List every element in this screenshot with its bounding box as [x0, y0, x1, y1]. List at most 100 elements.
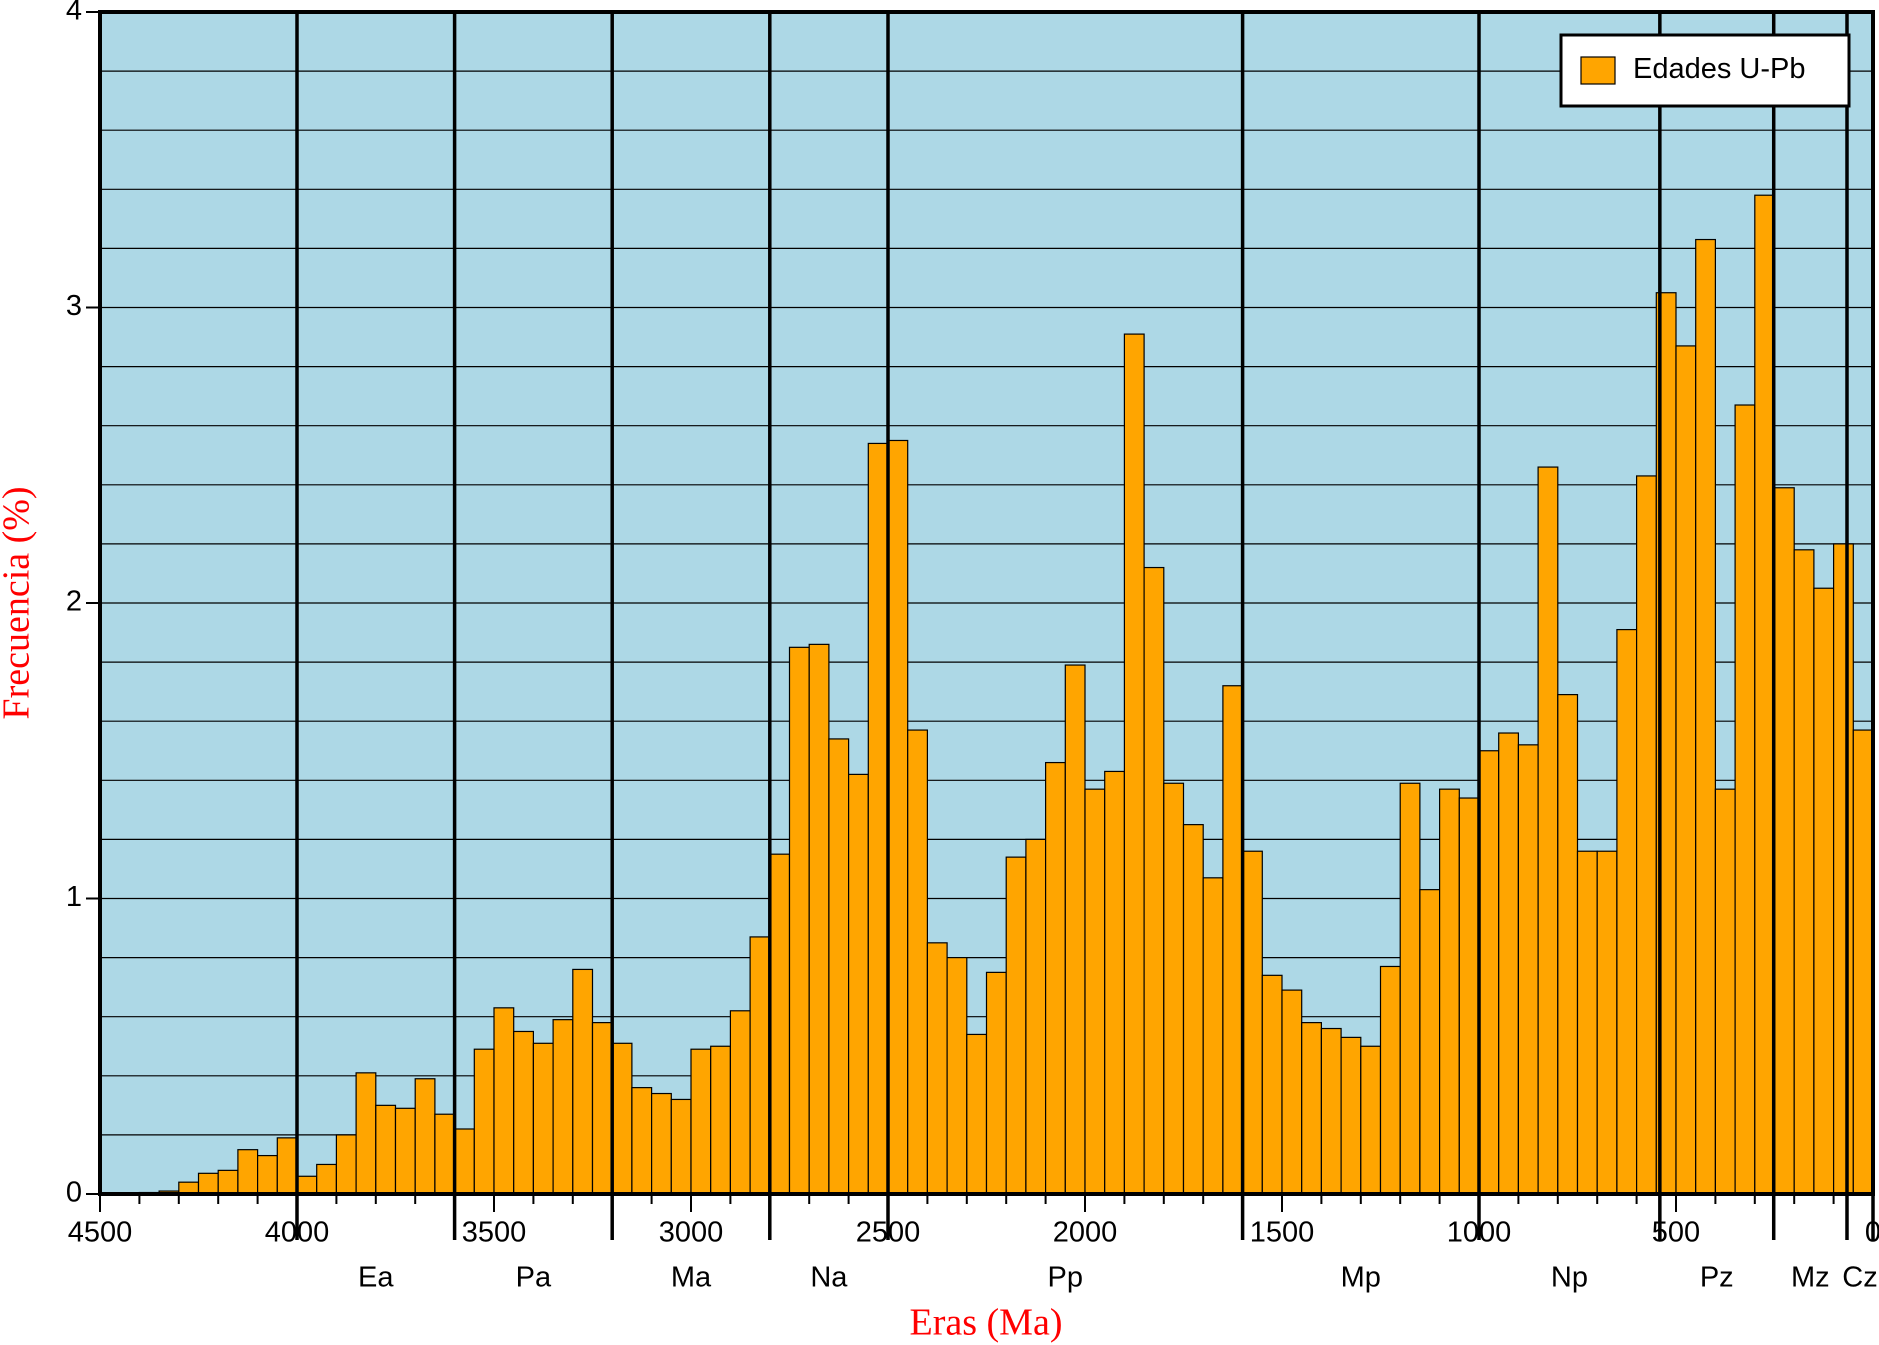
- bar: [1379, 965, 1401, 1195]
- bar: [1458, 797, 1480, 1195]
- bar: [1104, 770, 1125, 1195]
- bar: [867, 442, 889, 1195]
- bar: [257, 1154, 278, 1195]
- bar: [1084, 788, 1106, 1195]
- legend-swatch: [1580, 56, 1616, 85]
- bar: [1754, 194, 1776, 1195]
- bar: [1202, 877, 1224, 1195]
- bar: [985, 971, 1007, 1195]
- y-tick-label: 2: [66, 586, 82, 618]
- y-tick-label: 0: [66, 1177, 82, 1209]
- bar: [572, 968, 594, 1195]
- era-label: Cz: [1842, 1262, 1877, 1294]
- bar: [1498, 732, 1519, 1195]
- bar: [611, 1042, 633, 1195]
- bar: [769, 853, 791, 1195]
- bar: [454, 1128, 475, 1195]
- bar: [1182, 824, 1204, 1195]
- bar: [434, 1113, 456, 1195]
- era-label: Pz: [1700, 1262, 1734, 1294]
- bar: [1616, 628, 1638, 1195]
- bar: [493, 1007, 515, 1195]
- bar: [1675, 345, 1697, 1195]
- bar: [1537, 466, 1559, 1195]
- bar: [926, 942, 948, 1195]
- bar: [1241, 850, 1263, 1195]
- bar: [1301, 1022, 1322, 1195]
- bar: [1478, 750, 1500, 1195]
- bar: [1340, 1036, 1362, 1195]
- x-tick-label: 1000: [1447, 1217, 1512, 1249]
- bar: [729, 1010, 751, 1195]
- bar: [237, 1149, 259, 1195]
- bar: [1281, 989, 1303, 1195]
- y-tick-label: 4: [66, 0, 82, 27]
- bar: [650, 1092, 672, 1195]
- bar: [1793, 549, 1815, 1195]
- bar: [631, 1087, 653, 1195]
- x-tick-label: 4500: [68, 1217, 133, 1249]
- bar: [552, 1019, 574, 1195]
- bar: [591, 1022, 613, 1195]
- bar: [1517, 744, 1539, 1195]
- bar: [1044, 761, 1066, 1195]
- y-tick-label: 1: [66, 881, 82, 913]
- bar: [1635, 475, 1657, 1195]
- bar: [1695, 238, 1716, 1195]
- bar: [887, 439, 909, 1195]
- bar: [335, 1134, 357, 1195]
- y-tick-label: 3: [66, 290, 82, 322]
- bar: [217, 1169, 239, 1195]
- x-tick-label: 2000: [1053, 1217, 1118, 1249]
- x-tick-label: 3500: [462, 1217, 527, 1249]
- bar: [1320, 1027, 1342, 1195]
- bar: [1576, 850, 1598, 1195]
- era-label: Np: [1551, 1262, 1588, 1294]
- bar: [788, 646, 810, 1195]
- era-label: Pa: [516, 1262, 552, 1294]
- bar: [1143, 566, 1165, 1195]
- legend-label: Edades U-Pb: [1633, 53, 1806, 85]
- bar: [414, 1078, 436, 1195]
- x-tick-label: 1500: [1250, 1217, 1315, 1249]
- bar: [1734, 404, 1756, 1195]
- era-label: Ea: [358, 1262, 394, 1294]
- bar: [1399, 782, 1421, 1195]
- bar: [1419, 889, 1441, 1195]
- bar: [690, 1048, 712, 1195]
- era-label: Mp: [1341, 1262, 1381, 1294]
- y-axis-label: Frecuencia (%): [0, 486, 38, 719]
- era-label: Pp: [1048, 1262, 1083, 1294]
- bar: [847, 773, 869, 1195]
- bar: [1123, 333, 1145, 1195]
- bar: [946, 956, 968, 1195]
- x-tick-label: 4000: [265, 1217, 330, 1249]
- bar: [907, 729, 929, 1195]
- x-tick-label: 2500: [856, 1217, 921, 1249]
- bar: [1773, 487, 1795, 1195]
- bar: [1813, 587, 1835, 1195]
- x-tick-label: 500: [1652, 1217, 1700, 1249]
- bar: [1557, 694, 1579, 1195]
- x-tick-label: 3000: [659, 1217, 724, 1249]
- bar: [473, 1048, 495, 1195]
- bar: [1852, 729, 1874, 1195]
- bar: [394, 1107, 416, 1195]
- bar: [197, 1172, 219, 1195]
- bar: [1360, 1045, 1382, 1195]
- bar: [670, 1098, 692, 1195]
- bar: [1261, 974, 1283, 1195]
- x-tick-label: 0: [1865, 1217, 1879, 1249]
- bar: [966, 1033, 988, 1195]
- bar: [355, 1072, 377, 1195]
- x-axis-label: Eras (Ma): [910, 1302, 1063, 1344]
- era-label: Mz: [1791, 1262, 1830, 1294]
- bar: [710, 1045, 732, 1195]
- bar: [749, 936, 771, 1195]
- bar: [1163, 782, 1185, 1195]
- bar: [1438, 788, 1460, 1195]
- bar: [1222, 685, 1244, 1195]
- bar: [532, 1042, 554, 1195]
- bar: [1005, 856, 1027, 1195]
